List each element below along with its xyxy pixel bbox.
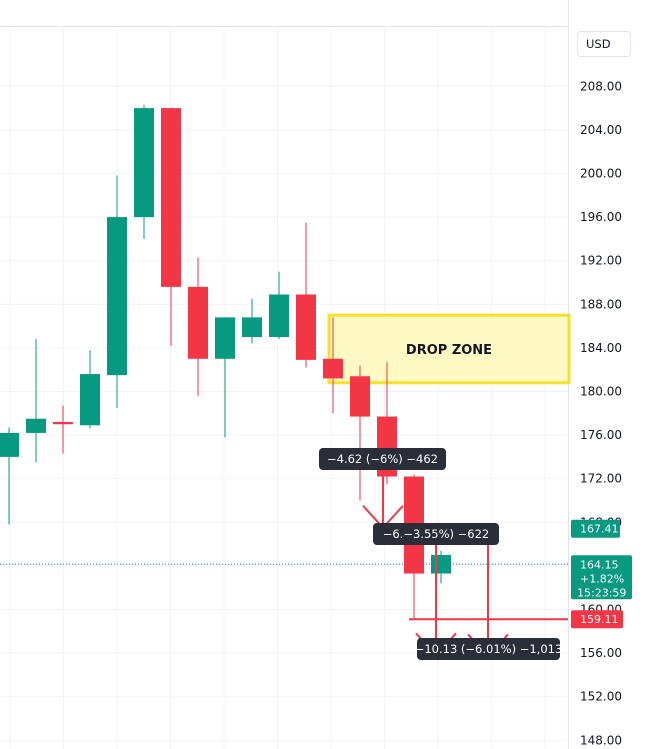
- measure-label-text: −10.13 (−6.01%) −1,013: [415, 642, 563, 656]
- price-axis-tick-label: 156.00: [580, 646, 622, 660]
- price-axis-tick-label: 172.00: [580, 472, 622, 486]
- target-price-tag-text: 167.41: [580, 523, 619, 536]
- candle-up: [26, 418, 46, 433]
- price-axis[interactable]: 148.00152.00156.00160.00164.00168.00172.…: [580, 79, 622, 747]
- candle-down: [350, 376, 370, 417]
- candle-up: [107, 217, 127, 376]
- stop-price-tag: 159.11: [571, 610, 623, 629]
- last-price-tag-bg: [571, 555, 632, 600]
- candles: [0, 104, 451, 619]
- measure-label-text: −4.62 (−​​6%) −462: [327, 452, 438, 466]
- price-axis-tick-label: 152.00: [580, 690, 622, 704]
- drop-zone-box[interactable]: [327, 313, 571, 385]
- target-price-tag-bg: [571, 519, 620, 538]
- stop-price-tag-bg: [571, 610, 623, 629]
- price-axis-tick-label: 148.00: [580, 733, 622, 747]
- candle-down: [161, 108, 181, 287]
- measure-label-bg: [417, 638, 560, 660]
- price-axis-tick-label: 196.00: [580, 210, 622, 224]
- measure-label-bg: [373, 523, 499, 545]
- price-axis-tick-label: 200.00: [580, 167, 622, 181]
- vertical-gridlines: [9, 27, 546, 749]
- candle-up: [134, 108, 154, 218]
- target-price-tag: 167.41: [571, 519, 620, 538]
- price-axis-tick-label: 176.00: [580, 428, 622, 442]
- price-axis-tick-label: 184.00: [580, 341, 622, 355]
- drop-zone-label: DROP ZONE: [406, 343, 492, 358]
- candle-down: [323, 358, 343, 379]
- candle-up: [0, 432, 19, 457]
- measure-label-text: −6.​​​−3.55%) −622: [383, 527, 490, 541]
- candle-up: [215, 317, 235, 359]
- bar-countdown: 15:23:59: [577, 586, 626, 599]
- candle-down: [53, 422, 73, 425]
- price-axis-tick-label: 192.00: [580, 254, 622, 268]
- price-axis-tick-label: 180.00: [580, 385, 622, 399]
- candle-down: [296, 294, 316, 360]
- last-price-change: +1.82%: [580, 572, 624, 585]
- price-axis-tick-label: 188.00: [580, 297, 622, 311]
- measure-label-bg: [319, 448, 446, 470]
- candle-up: [242, 317, 262, 337]
- candle-down: [188, 286, 208, 359]
- candle-up: [80, 374, 100, 426]
- price-axis-tick-label: 208.00: [580, 79, 622, 93]
- last-price-value: 164.15: [580, 558, 619, 571]
- measure-labels: −4.62 (−​​6%) −462 −6.​​​−3.55%) −622 −10.…: [319, 448, 562, 660]
- price-axis-tick-label: 204.00: [580, 123, 622, 137]
- candle-up: [431, 555, 451, 574]
- last-price-tag: 164.15 +1.82% 15:23:59: [571, 555, 632, 600]
- stop-price-tag-text: 159.11: [580, 613, 619, 626]
- currency-selector-button[interactable]: USD: [577, 31, 631, 57]
- candle-up: [269, 294, 289, 337]
- drop-zone-rectangle[interactable]: DROP ZONE: [327, 313, 571, 385]
